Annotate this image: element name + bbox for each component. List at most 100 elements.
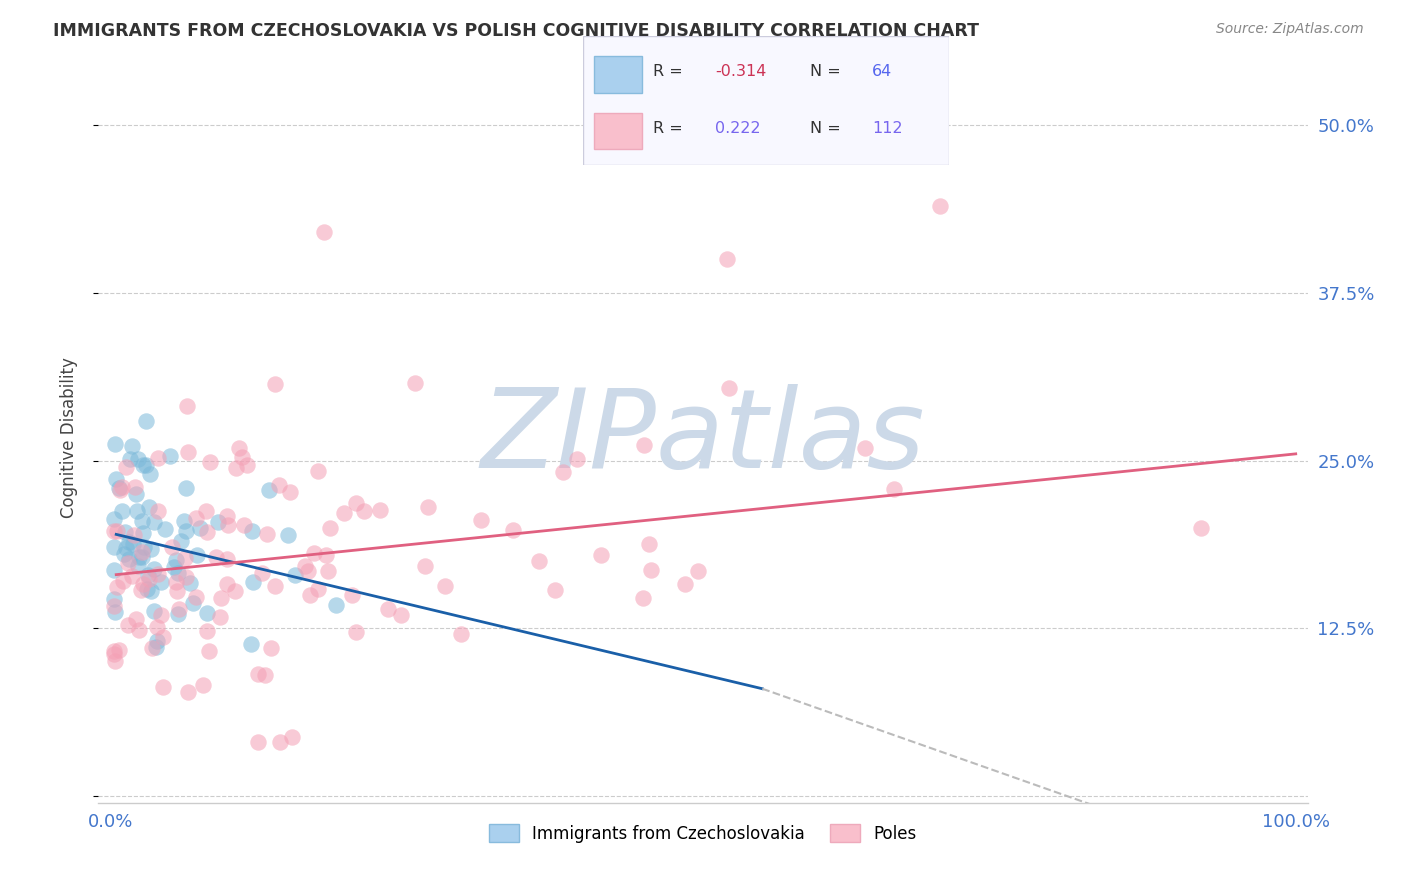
Point (246, 735, 269, 749)
Point (127, 504, 149, 518)
Point (103, 540, 125, 554)
Point (342, 588, 364, 602)
Point (134, 540, 156, 554)
Point (103, 591, 125, 606)
Text: 64: 64 (872, 64, 893, 79)
Point (184, 510, 207, 524)
Point (139, 467, 162, 481)
FancyBboxPatch shape (583, 36, 949, 165)
Point (136, 567, 159, 582)
Text: 112: 112 (872, 121, 903, 136)
Point (103, 599, 125, 613)
Point (138, 500, 160, 515)
Point (124, 480, 146, 494)
Point (174, 569, 197, 583)
Point (117, 618, 139, 632)
Point (544, 583, 567, 598)
Point (153, 522, 176, 536)
Point (165, 574, 187, 589)
Point (418, 500, 440, 515)
Point (111, 480, 134, 494)
Text: N =: N = (810, 121, 846, 136)
Text: ZIPatlas: ZIPatlas (481, 384, 925, 491)
Point (633, 438, 655, 452)
Text: 0.222: 0.222 (716, 121, 761, 136)
Bar (595, 113, 643, 150)
Point (256, 527, 278, 541)
Point (167, 566, 190, 580)
Point (124, 612, 146, 626)
Point (114, 541, 136, 556)
Point (121, 438, 143, 452)
Point (389, 608, 412, 623)
Point (174, 524, 197, 539)
Point (260, 640, 283, 655)
Point (640, 563, 662, 577)
Point (104, 606, 127, 620)
Point (146, 633, 169, 648)
Point (138, 572, 160, 586)
Point (115, 460, 138, 475)
Point (166, 607, 188, 621)
Point (284, 568, 307, 582)
Point (128, 549, 150, 564)
Point (232, 518, 254, 533)
Point (111, 504, 134, 518)
Point (124, 528, 146, 542)
Point (215, 576, 238, 591)
Point (299, 588, 322, 602)
Text: -0.314: -0.314 (716, 64, 766, 79)
Point (131, 544, 153, 558)
Point (105, 580, 128, 594)
Point (135, 582, 157, 596)
Point (110, 483, 132, 497)
Point (224, 584, 246, 599)
Point (242, 574, 264, 589)
Point (333, 506, 356, 520)
Bar (595, 56, 643, 93)
Point (353, 503, 375, 517)
Point (131, 514, 153, 528)
Point (186, 548, 208, 562)
Point (152, 680, 174, 694)
Point (307, 582, 329, 596)
Point (278, 485, 301, 500)
Point (207, 516, 229, 530)
Point (269, 735, 291, 749)
Point (117, 556, 139, 570)
Point (160, 541, 183, 555)
Point (198, 455, 221, 469)
Point (718, 381, 741, 395)
Point (215, 508, 238, 523)
Point (228, 441, 250, 455)
Point (149, 574, 172, 589)
Point (143, 604, 166, 618)
Y-axis label: Cognitive Disability: Cognitive Disability (59, 357, 77, 517)
Point (132, 577, 155, 591)
Point (231, 450, 253, 464)
Point (853, 441, 876, 455)
Point (146, 451, 169, 466)
Point (143, 562, 166, 576)
Point (118, 534, 141, 549)
Point (217, 517, 239, 532)
Point (502, 523, 524, 537)
Text: N =: N = (810, 64, 846, 79)
Point (883, 482, 905, 496)
Point (131, 549, 153, 564)
Point (246, 666, 269, 681)
Point (631, 591, 654, 605)
Text: Source: ZipAtlas.com: Source: ZipAtlas.com (1216, 22, 1364, 37)
Point (302, 547, 325, 561)
Point (215, 552, 238, 566)
Point (368, 503, 391, 517)
Point (188, 521, 211, 535)
Point (179, 576, 201, 591)
Point (121, 569, 143, 583)
Point (112, 547, 135, 561)
Point (143, 515, 166, 529)
Point (253, 668, 276, 682)
Point (316, 565, 339, 579)
Point (404, 376, 426, 390)
Point (120, 451, 142, 466)
